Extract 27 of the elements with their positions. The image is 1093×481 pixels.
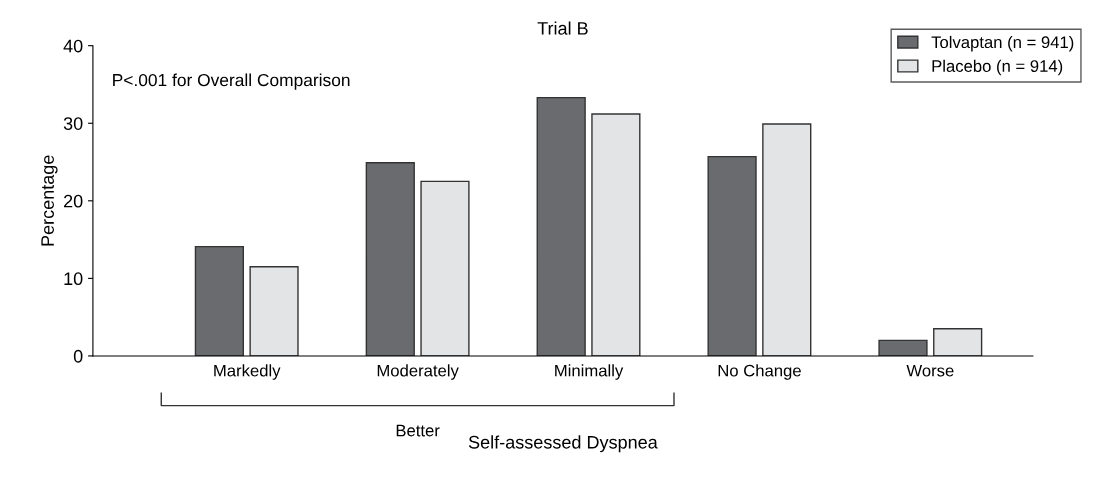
x-axis-title: Self-assessed Dyspnea bbox=[468, 435, 658, 453]
text: Better bbox=[396, 424, 440, 437]
y-tick-label: 40 bbox=[63, 39, 83, 53]
legend-label: Tolvaptan (n = 941) bbox=[931, 35, 1074, 52]
bar bbox=[536, 96, 586, 356]
bar bbox=[249, 266, 299, 356]
x-tick-label: Worse bbox=[906, 364, 954, 377]
bar bbox=[707, 155, 757, 356]
bar bbox=[420, 180, 470, 356]
bar bbox=[878, 339, 928, 356]
x-tick-label: Moderately bbox=[377, 364, 459, 380]
y-tick-label: 30 bbox=[63, 117, 83, 130]
y-axis-title: Percentage bbox=[41, 155, 58, 246]
bar bbox=[933, 328, 983, 356]
x-tick-label: Minimally bbox=[555, 364, 624, 380]
x-tick-label: No Change bbox=[718, 364, 801, 380]
bar bbox=[365, 162, 415, 356]
legend-label: Placebo (n = 914) bbox=[932, 59, 1063, 76]
x-tick-label: Markedly bbox=[214, 364, 281, 380]
bar bbox=[762, 123, 812, 356]
chart-title: Trial B bbox=[537, 21, 588, 35]
bar bbox=[591, 113, 641, 356]
y-tick-label: 10 bbox=[64, 272, 83, 286]
annotation: P<.001 for Overall Comparison bbox=[113, 73, 350, 90]
bar bbox=[194, 245, 244, 356]
y-tick-label: 20 bbox=[64, 194, 83, 208]
y-tick-label: 0 bbox=[73, 349, 83, 363]
